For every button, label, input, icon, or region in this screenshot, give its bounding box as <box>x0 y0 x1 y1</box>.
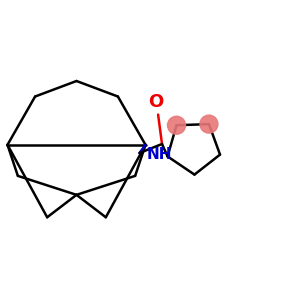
Text: NH: NH <box>147 147 172 162</box>
Circle shape <box>200 115 218 133</box>
Text: O: O <box>148 93 163 111</box>
Circle shape <box>167 116 185 134</box>
